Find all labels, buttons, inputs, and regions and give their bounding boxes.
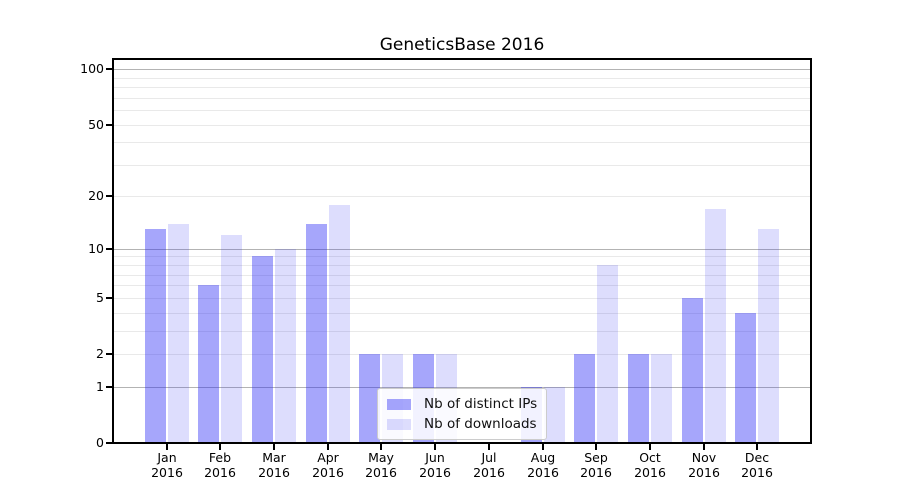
gridline-minor [114, 313, 810, 314]
gridline-minor [114, 98, 810, 99]
x-tick [380, 444, 382, 450]
x-tick [219, 444, 221, 450]
x-tick [595, 444, 597, 450]
chart-title: GeneticsBase 2016 [379, 35, 545, 55]
gridline-minor [114, 87, 810, 88]
y-tick [106, 353, 112, 355]
bar-distinct-ips-mar [252, 256, 273, 443]
y-tick-label: 50 [88, 117, 104, 132]
x-tick-label: Mar 2016 [258, 450, 290, 480]
y-tick [106, 248, 112, 250]
x-tick-label: Aug 2016 [527, 450, 559, 480]
bar-distinct-ips-apr [306, 224, 327, 443]
bar-downloads-feb [221, 235, 242, 443]
y-tick-label: 2 [96, 346, 104, 361]
bar-distinct-ips-dec [735, 313, 756, 443]
x-tick-label: Feb 2016 [204, 450, 236, 480]
x-axis-spine [112, 442, 812, 444]
legend-label-downloads: Nb of downloads [424, 416, 537, 432]
x-tick-label: Nov 2016 [688, 450, 720, 480]
bar-downloads-apr [329, 205, 350, 443]
gridline-minor [114, 265, 810, 266]
bar-distinct-ips-feb [198, 285, 219, 443]
gridline-major [114, 387, 810, 388]
legend-item-distinct-ips: Nb of distinct IPs [387, 394, 537, 414]
y-tick [106, 195, 112, 197]
gridline-major [114, 249, 810, 250]
legend: Nb of distinct IPs Nb of downloads [377, 388, 548, 440]
bar-downloads-oct [651, 354, 672, 443]
gridline-minor [114, 275, 810, 276]
y-tick [106, 386, 112, 388]
x-tick [327, 444, 329, 450]
bar-downloads-nov [705, 209, 726, 443]
x-tick-label: Dec 2016 [741, 450, 773, 480]
y-tick-label: 0 [96, 435, 104, 450]
bar-distinct-ips-may [359, 354, 380, 443]
x-tick [703, 444, 705, 450]
x-tick-label: Jan 2016 [151, 450, 183, 480]
bar-distinct-ips-nov [682, 298, 703, 443]
gridline-minor [114, 165, 810, 166]
x-tick-label: Oct 2016 [634, 450, 666, 480]
x-tick-label: Sep 2016 [580, 450, 612, 480]
y-tick-label: 10 [88, 241, 104, 256]
x-tick-label: May 2016 [365, 450, 397, 480]
gridline-minor [114, 256, 810, 257]
y-tick-label: 1 [96, 379, 104, 394]
x-tick [488, 444, 490, 450]
x-tick-label: Jun 2016 [419, 450, 451, 480]
bar-downloads-jan [168, 224, 189, 443]
bar-distinct-ips-oct [628, 354, 649, 443]
x-tick-label: Jul 2016 [473, 450, 505, 480]
bar-downloads-mar [275, 249, 296, 443]
bar-distinct-ips-jan [145, 229, 166, 443]
x-tick [756, 444, 758, 450]
gridline-minor [114, 125, 810, 126]
x-tick-label: Apr 2016 [312, 450, 344, 480]
gridline-minor [114, 298, 810, 299]
top-spine [112, 58, 812, 60]
x-tick [542, 444, 544, 450]
legend-swatch-downloads [387, 418, 411, 430]
y-tick-label: 100 [80, 61, 104, 76]
x-tick [273, 444, 275, 450]
y-tick-label: 5 [96, 290, 104, 305]
bar-downloads-sep [597, 265, 618, 443]
y-tick [106, 297, 112, 299]
gridline-minor [114, 142, 810, 143]
gridline-minor [114, 285, 810, 286]
x-tick [649, 444, 651, 450]
legend-item-downloads: Nb of downloads [387, 414, 537, 434]
bar-distinct-ips-sep [574, 354, 595, 443]
gridline-minor [114, 110, 810, 111]
gridline-minor [114, 196, 810, 197]
bar-downloads-aug [544, 387, 565, 443]
y-tick [106, 124, 112, 126]
right-spine [810, 58, 812, 444]
x-tick [166, 444, 168, 450]
gridline-minor [114, 354, 810, 355]
y-tick-label: 20 [88, 188, 104, 203]
x-tick [434, 444, 436, 450]
legend-swatch-distinct-ips [387, 398, 411, 410]
y-axis-spine [112, 58, 114, 444]
gridline-minor [114, 78, 810, 79]
y-tick [106, 442, 112, 444]
bar-downloads-dec [758, 229, 779, 443]
y-tick [106, 68, 112, 70]
gridline-major [114, 69, 810, 70]
gridline-minor [114, 331, 810, 332]
legend-label-distinct-ips: Nb of distinct IPs [424, 396, 538, 412]
